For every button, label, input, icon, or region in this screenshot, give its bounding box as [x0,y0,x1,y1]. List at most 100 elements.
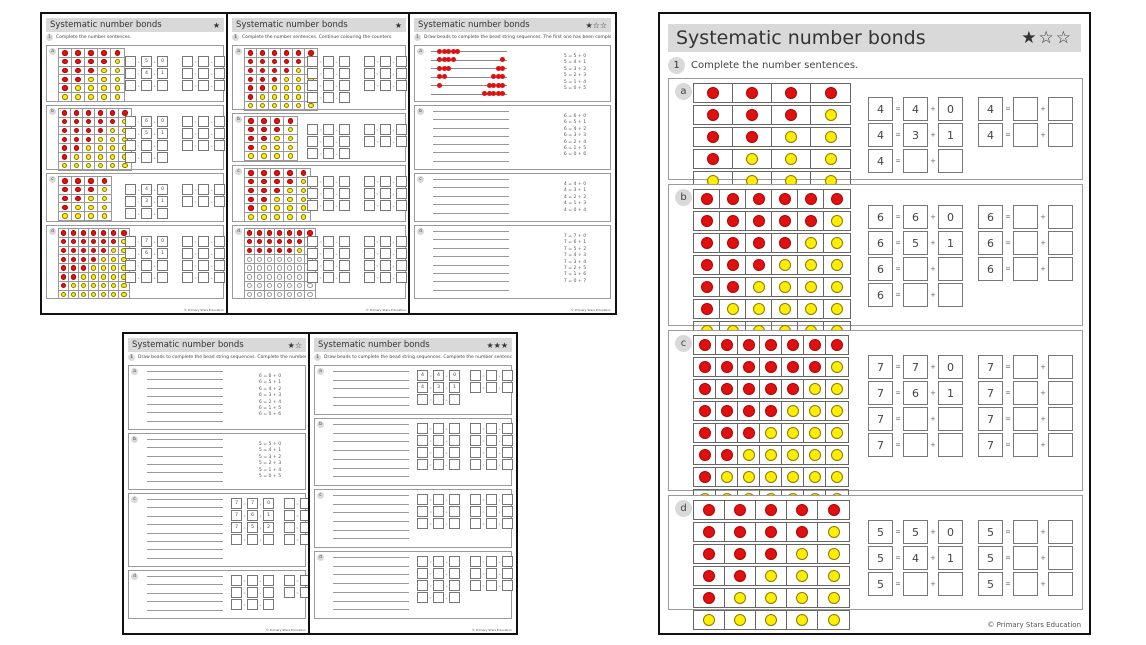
addend-box-2[interactable] [339,260,350,271]
addend-box-2[interactable] [339,148,350,159]
bead-string-line[interactable] [333,379,409,381]
addend-box-2[interactable] [1048,355,1073,379]
addend-box-2[interactable] [214,128,225,139]
bead-string-line[interactable] [147,592,223,594]
addend-box-2[interactable] [339,68,350,79]
bead-string-line[interactable] [333,441,409,443]
bead-string-line[interactable] [333,450,409,452]
addend-box-2[interactable] [157,208,168,219]
addend-box-2[interactable] [396,248,407,259]
addend-box-1[interactable] [323,248,334,259]
addend-box-1[interactable] [433,580,444,591]
addend-box-2[interactable] [339,124,350,135]
addend-box-2[interactable] [263,599,274,610]
addend-box-2[interactable] [449,556,460,567]
addend-box-1[interactable] [380,56,391,67]
addend-box-2[interactable] [214,196,225,207]
addend-box-1[interactable] [300,575,310,586]
addend-box-2[interactable] [157,80,168,91]
addend-box-1[interactable] [198,236,209,247]
bead-string-line[interactable] [333,538,409,540]
addend-box-1[interactable] [433,568,444,579]
addend-box-2[interactable] [502,556,513,567]
bead-string-line[interactable] [333,371,409,372]
bead-string-line[interactable] [333,529,409,531]
addend-box-1[interactable] [486,459,497,470]
bead-string-line[interactable] [147,584,223,586]
addend-box-1[interactable] [903,433,928,457]
addend-box-1[interactable] [247,587,258,598]
addend-box-2[interactable] [449,580,460,591]
addend-box-2[interactable] [157,152,168,163]
addend-box-1[interactable] [300,522,310,533]
addend-box-1[interactable] [198,248,209,259]
addend-box-1[interactable] [323,80,334,91]
addend-box-1[interactable] [1013,546,1038,570]
bead-string-line[interactable] [333,467,409,469]
addend-box-1[interactable] [1013,257,1038,281]
addend-box-1[interactable] [198,196,209,207]
addend-box-1[interactable] [903,257,928,281]
addend-box-1[interactable] [1013,433,1038,457]
addend-box-1[interactable] [300,534,310,545]
bead-string-line[interactable] [433,187,509,189]
addend-box-2[interactable] [396,200,407,211]
bead-string-line[interactable] [433,272,509,274]
addend-box-2[interactable] [339,188,350,199]
bead-string-line[interactable] [147,515,223,517]
addend-box-2[interactable] [938,572,963,596]
addend-box-1[interactable] [323,272,334,283]
addend-box-1[interactable] [300,510,310,521]
bead-string-line[interactable] [147,395,223,397]
addend-box-1[interactable] [198,68,209,79]
bead-string-line[interactable] [433,160,509,162]
bead-string-line[interactable] [433,281,509,283]
addend-box-1[interactable] [380,272,391,283]
bead-string-line[interactable] [147,379,223,381]
addend-box-1[interactable] [380,200,391,211]
addend-box-1[interactable] [323,92,334,103]
bead-string-line[interactable] [433,231,509,232]
thumbnail-sheet-4[interactable]: Systematic number bonds ★☆ 1 Draw beads to … [122,332,312,635]
addend-box-1[interactable] [141,272,152,283]
addend-box-2[interactable] [339,236,350,247]
addend-box-1[interactable] [198,56,209,67]
addend-box-1[interactable] [198,80,209,91]
addend-box-1[interactable] [141,208,152,219]
addend-box-1[interactable] [323,176,334,187]
addend-box-2[interactable] [502,494,513,505]
addend-box-1[interactable] [141,260,152,271]
bead-string-line[interactable] [433,256,509,258]
addend-box-1[interactable] [247,534,258,545]
addend-box-2[interactable] [339,136,350,147]
addend-box-1[interactable] [1013,381,1038,405]
addend-box-1[interactable] [433,459,444,470]
addend-box-1[interactable] [486,580,497,591]
addend-box-1[interactable] [141,80,152,91]
addend-box-2[interactable] [396,56,407,67]
addend-box-2[interactable] [502,447,513,458]
bead-string-line[interactable] [333,609,409,611]
addend-box-1[interactable] [380,124,391,135]
bead-string-line[interactable] [333,583,409,585]
bead-string-line[interactable] [433,212,509,214]
bead-string-line[interactable] [433,119,509,121]
addend-box-2[interactable] [214,248,225,259]
bead-string-line[interactable] [433,111,509,112]
addend-box-1[interactable] [300,498,310,509]
bead-string-line[interactable] [333,574,409,576]
addend-box-1[interactable] [247,599,258,610]
bead-string-line[interactable] [147,404,223,406]
bead-string-line[interactable] [147,371,223,372]
addend-box-2[interactable] [396,236,407,247]
bead-string-line[interactable] [333,495,409,496]
addend-box-2[interactable] [938,149,963,173]
addend-box-2[interactable] [1048,433,1073,457]
addend-box-2[interactable] [449,447,460,458]
addend-box-1[interactable] [198,116,209,127]
addend-box-1[interactable] [1013,97,1038,121]
addend-box-1[interactable] [486,370,497,381]
addend-box-1[interactable] [380,80,391,91]
addend-box-2[interactable] [339,272,350,283]
bead-string-line[interactable] [147,576,223,577]
